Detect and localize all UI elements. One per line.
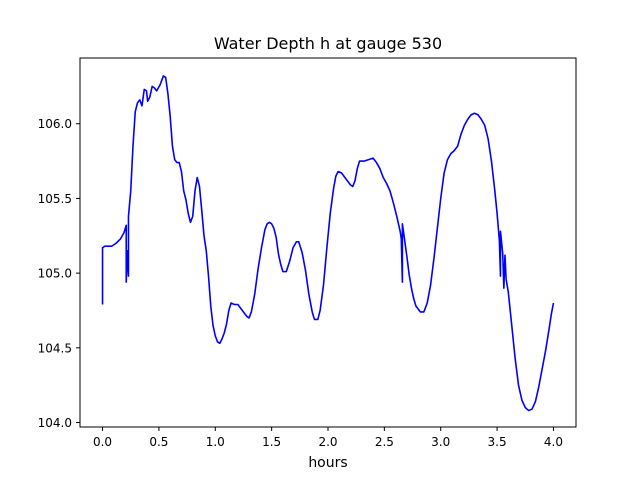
x-tick-label: 0.0 bbox=[93, 435, 112, 449]
y-tick-label: 104.5 bbox=[38, 341, 72, 355]
y-tick-label: 105.0 bbox=[38, 267, 72, 281]
x-tick-label: 1.0 bbox=[206, 435, 225, 449]
chart-title: Water Depth h at gauge 530 bbox=[214, 34, 442, 53]
x-tick-label: 2.0 bbox=[318, 435, 337, 449]
x-tick-label: 3.5 bbox=[488, 435, 507, 449]
x-tick-label: 2.5 bbox=[375, 435, 394, 449]
x-tick-label: 1.5 bbox=[262, 435, 281, 449]
x-axis: 0.0 0.5 1.0 1.5 2.0 2.5 3.0 3.5 4.0 bbox=[93, 427, 563, 449]
x-axis-label: hours bbox=[308, 455, 347, 471]
y-tick-label: 104.0 bbox=[38, 416, 72, 430]
y-tick-label: 106.0 bbox=[38, 117, 72, 131]
x-tick-label: 0.5 bbox=[149, 435, 168, 449]
y-axis: 104.0 104.5 105.0 105.5 106.0 bbox=[38, 117, 80, 430]
x-tick-label: 4.0 bbox=[544, 435, 563, 449]
plot-layer bbox=[101, 75, 555, 412]
y-tick-label: 105.5 bbox=[38, 192, 72, 206]
series-line-0 bbox=[101, 75, 555, 412]
x-tick-label: 3.0 bbox=[431, 435, 450, 449]
